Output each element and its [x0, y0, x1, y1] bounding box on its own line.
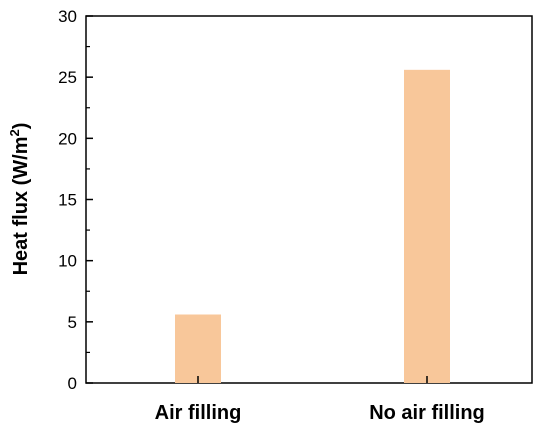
bar-air-filling [175, 314, 221, 383]
bar-no-air-filling [404, 69, 450, 384]
y-tick-label: 30 [58, 7, 77, 26]
y-tick-label: 0 [68, 374, 77, 393]
x-category-label: No air filling [369, 402, 485, 424]
y-tick-label: 5 [68, 313, 77, 332]
x-labels-group: Air filling No air filling [155, 376, 485, 424]
y-tick-label: 10 [58, 252, 77, 271]
y-ticks-group: 0 5 10 15 20 25 30 [58, 7, 93, 393]
plot-frame [85, 15, 533, 384]
bars-group [175, 69, 450, 384]
y-tick-label: 25 [58, 68, 77, 87]
y-tick-label: 15 [58, 191, 77, 210]
y-tick-label: 20 [58, 129, 77, 148]
x-category-label: Air filling [155, 402, 242, 424]
y-axis-title: Heat flux (W/m2) [7, 123, 32, 276]
